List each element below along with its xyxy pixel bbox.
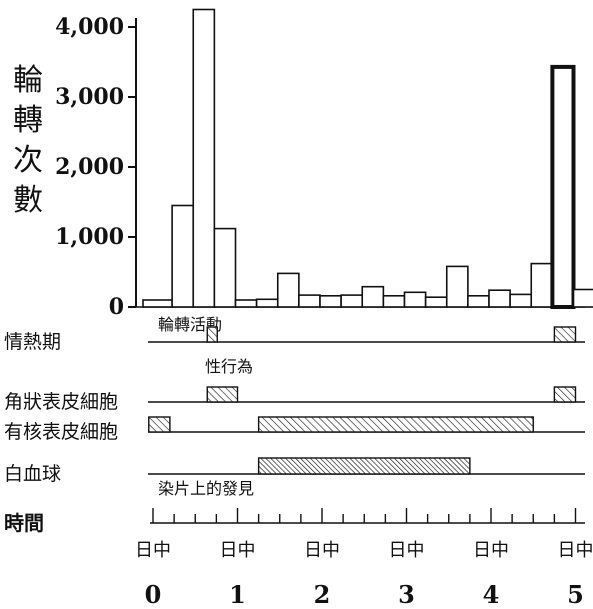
y-tick-label: 2,000 — [55, 154, 124, 180]
bar — [361, 285, 385, 308]
bar — [319, 294, 342, 308]
time-label: 時間 — [4, 511, 44, 535]
y-tick-label: 4,000 — [55, 14, 124, 40]
bar — [509, 293, 533, 308]
x-unit-label: 日中 — [304, 540, 340, 561]
x-unit-label: 日中 — [389, 540, 425, 561]
bar — [171, 204, 195, 308]
row-segment — [553, 326, 577, 343]
bar — [488, 289, 511, 308]
y-axis-title: 輪轉次數 — [13, 63, 43, 218]
bar — [340, 294, 364, 308]
x-unit-label: 日中 — [220, 540, 256, 561]
bars — [142, 8, 593, 310]
bar — [572, 288, 593, 308]
row-label: 角狀表皮細胞 — [4, 391, 118, 413]
y-tick-label: 3,000 — [55, 84, 124, 110]
bar — [424, 296, 448, 308]
x-unit-label: 日中 — [473, 540, 509, 561]
y-axis-ticks: 4,000 3,000 2,000 1,000 0 — [55, 14, 136, 320]
bar — [550, 64, 576, 310]
y-axis-label: 輪轉次數 — [13, 63, 43, 218]
bar — [530, 262, 554, 308]
bar — [298, 294, 321, 308]
row-label: 白血球 — [4, 463, 61, 485]
row-segment — [148, 416, 171, 433]
x-tick-label: 2 — [314, 580, 331, 609]
row-segment — [257, 457, 471, 475]
y-tick-label: 1,000 — [55, 224, 124, 250]
row-note: 性行為 — [205, 357, 253, 376]
bar — [142, 299, 173, 308]
row-label: 情熱期 — [4, 331, 61, 353]
bar — [467, 294, 490, 308]
row-segment — [257, 416, 534, 433]
bar — [403, 291, 427, 308]
x-tick-label: 4 — [483, 580, 500, 609]
x-tick-label: 3 — [398, 580, 415, 609]
row-segment — [206, 386, 239, 403]
bar — [213, 227, 237, 308]
activity-label: 輪轉活動 — [158, 315, 222, 334]
bar — [276, 272, 300, 308]
x-unit-label: 日中 — [558, 540, 593, 561]
bar — [382, 294, 406, 308]
y-tick-label: 0 — [109, 294, 124, 320]
row-note: 染片上的發見 — [158, 479, 254, 498]
bar — [255, 298, 279, 308]
row-segment — [206, 326, 218, 343]
bar — [192, 8, 216, 308]
x-tick-label: 5 — [567, 580, 584, 609]
bar — [234, 299, 258, 308]
x-tick-label: 1 — [229, 580, 246, 609]
x-tick-label: 0 — [145, 580, 162, 609]
x-unit-label: 日中 — [135, 540, 171, 561]
row-segment — [553, 386, 577, 403]
bar — [445, 265, 469, 308]
row-label: 有核表皮細胞 — [4, 421, 118, 443]
